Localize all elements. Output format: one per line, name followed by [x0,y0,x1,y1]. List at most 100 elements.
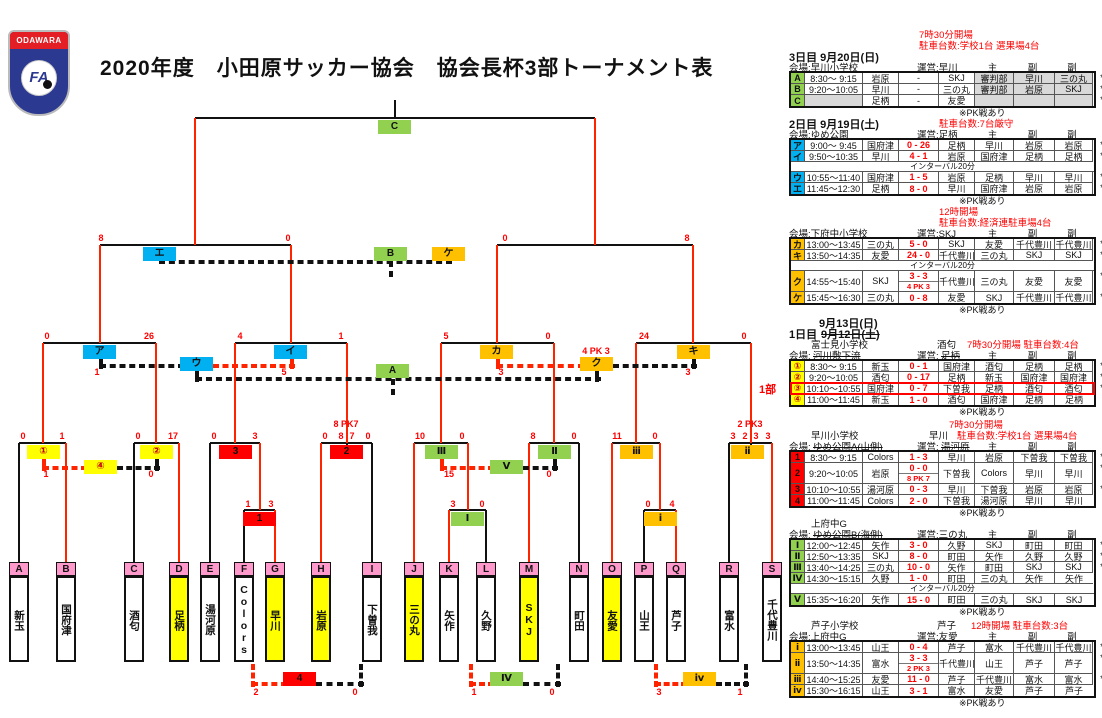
row-cell: 町田 [939,551,975,562]
team-box-P: 山王 [634,576,654,662]
table-head-line: 会場: ゆめ公園A(山側) 運営: 湯河原 主 副 副 [789,439,1101,453]
row-cell: 1 - 0 [899,573,939,584]
table-head-text: 駐車台数:学校1台 選果場4台 [957,431,1078,442]
match-score: 10 [414,431,426,441]
logo-banner: ODAWARA [10,32,68,49]
row-label: ケ [791,292,805,303]
row-label: カ [791,239,805,250]
table-head-line: 3日目 9月20日(日) [789,49,1101,64]
row-cell: 15:35〜16:20 [805,594,863,605]
referee-col-header: 副 [1067,229,1077,240]
row-cell [1014,95,1055,106]
interval-row: インターバル20分 [791,584,1094,594]
table-head-text: 駐車台数:学校1台 選果場4台 [919,41,1040,52]
bracket-line [644,509,676,511]
row-cell: 山王 [863,642,899,653]
bracket-line [210,442,260,444]
table-head-line: 会場: 河川敷下流 運営: 足柄 主 副 副 [789,348,1101,362]
dashed-connector [213,364,295,368]
row-cell: 千代豊川 [975,674,1014,685]
row-cell: 友愛 [863,674,899,685]
row-cell: 3 - 0 [899,540,939,551]
referee-col-header: 主 [987,130,998,141]
row-cell: 下曽我 [1055,452,1093,463]
row-cell: 富水 [975,642,1014,653]
bracket-line [234,342,347,344]
row-cell: 足柄 [975,172,1014,183]
row-cell: 1 - 3 [899,452,939,463]
row-cell: 岩原 [1055,140,1093,151]
bracket-line [18,443,20,562]
dashed-connector [716,682,749,686]
bracket-line [578,443,580,562]
bracket-line [178,443,180,562]
table-head-text: 12時開場 [939,207,979,218]
odawara-fa-logo: ODAWARA FA [8,30,70,116]
team-box-H: 岩原 [311,576,331,662]
bracket-line [133,443,135,562]
bracket-line [194,118,196,245]
team-box-G: 早川 [265,576,285,662]
table-head-text: 早川 [929,431,949,442]
table-head-line: 早川小学校 早川 駐車台数:学校1台 選果場4台 [789,428,1101,442]
row-cell: 14:40〜15:25 [805,674,863,685]
team-letter-L: L [476,562,496,576]
table-head-line: 会場:下府中小学校 運営:SKJ 主 副 副 [789,226,1101,240]
bracket-line [414,442,468,444]
team-box-Q: 芦子 [666,576,686,662]
match-score: 7 [349,431,355,441]
dashed-connector [42,459,46,471]
team-box-E: 湯河原 [200,576,220,662]
match-score: 2 PK3 [737,419,763,429]
row-label: Ⅰ [791,540,805,551]
dashed-connector [251,664,255,687]
row-label: ② [791,372,805,383]
table-head-line: 芦子小学校 芦子 12時開場 駐車台数:3台 [789,618,1101,632]
pk-note: ※PK戦あり [959,108,1006,118]
match-score: 15 [443,469,455,479]
dashed-connector [389,261,393,277]
row-label: 1 [791,452,805,463]
match-score: 3 [450,499,456,509]
team-box-C: 酒匂 [124,576,144,662]
table-head-line: 会場: ゆめ公園B(海側) 運営:三の丸 主 副 副 [789,527,1101,541]
row-cell: SKJ [863,551,899,562]
match-label-ケ: ケ [432,247,465,261]
row-cell: 芦子 [1064,686,1083,696]
bracket-line [643,510,645,562]
row-cell [1055,95,1093,106]
match-label-Ⅰ: Ⅰ [451,512,484,526]
row-cell: 友愛 [1014,271,1055,292]
table-head-text: 芦子小学校 [811,621,859,632]
row-cell: 10:10〜10:55 [805,484,863,495]
team-letter-G: G [265,562,285,576]
match-score: 0 [479,499,485,509]
dashed-connector [155,459,159,471]
match-label-ウ: ウ [180,357,213,371]
row-label: エ [791,183,805,194]
bracket-line [43,342,156,344]
row-cell: 友愛 [939,292,975,303]
bracket-line [413,443,415,562]
table-head-text: 早川小学校 [811,431,859,442]
row-cell: 足柄 [863,95,899,106]
referee-col-header: 副 [1027,351,1038,362]
bracket-line [42,343,44,443]
match-score: 0 [352,687,358,697]
dashed-connector [556,664,560,687]
table-head-text: 運営:SKJ [917,229,957,240]
row-cell: 13:00〜13:45 [805,239,863,250]
bracket-line [611,443,613,562]
table-head-text: 駐車台数:経済連駐車場4台 [939,218,1052,229]
